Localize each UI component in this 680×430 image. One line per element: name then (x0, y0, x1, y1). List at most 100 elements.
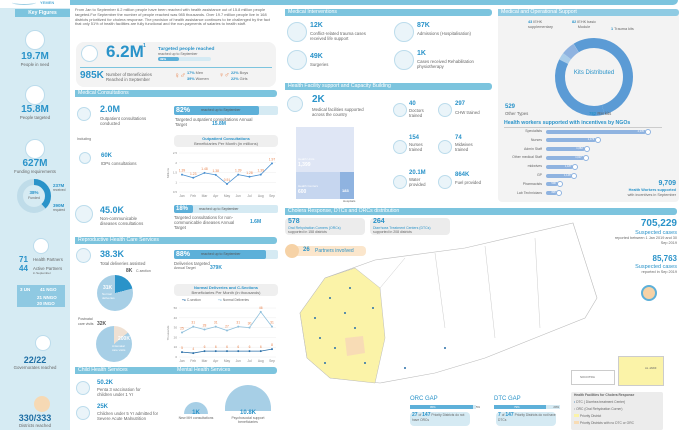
hw-bar (546, 129, 646, 134)
data-point (259, 350, 262, 353)
data-label: 27 (225, 325, 229, 329)
doctors-icon (393, 103, 407, 117)
ncd-value: 45.0K (100, 205, 125, 215)
hw-bar (546, 155, 584, 160)
opd-target: 15.8M (212, 121, 226, 127)
hw-bar (546, 147, 585, 152)
partners-total-label: Health Partners (33, 257, 63, 262)
doctors-value: 40 (409, 101, 416, 107)
health-worker-icon (645, 128, 651, 135)
health-worker-icon (583, 146, 590, 153)
admissions-label: Admissions (Hospitalisation) (417, 31, 471, 36)
sept-label: Number of Beneficiaries Reached in Septe… (106, 72, 152, 82)
partners-badge (290, 246, 366, 256)
dtc-gap-title: DTC GAP (494, 396, 521, 402)
partners-ingo: 20 INGO (37, 301, 55, 306)
partners-un: 3 UN (20, 287, 31, 292)
y-tick-label: 30 (174, 326, 178, 330)
data-label: 31 (191, 321, 195, 325)
hw-category-label: Nurses (530, 137, 542, 142)
postnatal-label: Postnatal care visits (78, 317, 94, 326)
health-worker-icon (556, 181, 563, 188)
data-label: 1.39 (179, 169, 186, 173)
partners-total: 71 (19, 255, 28, 264)
data-point (181, 173, 183, 176)
midwives-label: Midwives trained (455, 142, 473, 152)
idp-label: IDPs consultations (101, 161, 137, 166)
ncd-icon (75, 205, 93, 223)
logo (12, 0, 36, 5)
dtc-gap-bar: 79% 20% (494, 405, 560, 409)
y-tick-label: 20 (174, 335, 178, 339)
funding-label: Funding requirements (14, 169, 56, 174)
data-label: 25 (180, 327, 184, 331)
data-point (248, 175, 251, 178)
yemen-map (299, 222, 598, 384)
normal-value: 31K (103, 285, 113, 291)
rh-header: Reproductive Health Care Services (75, 237, 277, 244)
people-icon (25, 30, 45, 50)
data-point (192, 176, 195, 179)
deliveries-value: 38.3K (100, 249, 125, 259)
penta-value: 50.2K (97, 380, 114, 386)
hw-bar-value: 1,682 (576, 147, 583, 151)
data-point (181, 331, 183, 334)
hospitals-label: Hospitals (343, 199, 356, 203)
data-point (226, 329, 228, 332)
child-header: Child Health Services (75, 367, 277, 374)
legend-csection: ━● C-section (182, 298, 201, 302)
map-pin-icon (35, 335, 51, 351)
socotra-label: SOCOTRA (580, 375, 595, 379)
chw-value: 297 (455, 101, 466, 107)
orc-gap-bar: 95% 5% (410, 405, 480, 409)
cases-sep-sub: reported in Sep 2019 (641, 270, 677, 274)
idp-value: 60K (101, 153, 113, 159)
chw-icon (438, 103, 452, 117)
reached-sub: reached up to September (158, 52, 198, 56)
orc-sub: supported in 158 districts (288, 230, 327, 234)
dtc-sub: supported in 208 districts (373, 230, 412, 234)
trauma-value: 12K (310, 22, 323, 29)
x-tick-label: Apr (213, 194, 219, 198)
data-point (226, 183, 228, 186)
hw-bar (546, 173, 573, 178)
dtc-value: 264 (373, 218, 385, 225)
other-kits-label: Other Types (505, 111, 529, 116)
data-label: 6 (249, 345, 251, 349)
kits-slice (559, 53, 572, 64)
partners-active: 44 (19, 264, 28, 273)
rh-annual-label: Annual Target (174, 266, 196, 270)
hw-bar (546, 138, 597, 143)
data-point (203, 171, 206, 174)
funded-arc (17, 179, 51, 213)
sam-value: 25K (97, 404, 109, 410)
data-label: 1.38 (213, 169, 220, 173)
kits-donut (555, 38, 633, 116)
inset-label: AL JAWF (645, 366, 657, 370)
y-axis-label: Thousands (166, 325, 170, 340)
data-point (259, 173, 262, 176)
hw-category-label: GP (536, 173, 542, 177)
y-tick-label: 0 (175, 355, 177, 359)
hw-bar-value: 498 (551, 191, 556, 195)
support-header: Medical and Operational Support (498, 9, 679, 16)
water-label: Water provided (409, 177, 426, 187)
hw-bar-value: 508 (551, 182, 556, 186)
pss-label: Psychosocial support beneficiaries (231, 416, 265, 424)
y-axis-label: Millions (166, 168, 170, 179)
units-label: Health Units (298, 157, 315, 161)
data-point (271, 325, 273, 328)
received-value: 237M (53, 183, 65, 188)
magnifier-icon (641, 285, 657, 301)
fuel-label: Fuel provided (455, 180, 482, 185)
rh-chart-title: Normal Deliveries and C-Sections (193, 285, 259, 290)
csection-value: 8K (126, 268, 133, 274)
data-label: 6 (260, 345, 262, 349)
cases-sep-label: Suspected cases (635, 264, 677, 270)
centers-label: Health Centers (298, 184, 319, 188)
data-point (192, 325, 195, 328)
kits-slice (573, 38, 633, 115)
rh-chart-subtitle: Beneficiaries Per Month (in thousands) (191, 290, 261, 295)
hospital-bed-icon (394, 22, 414, 42)
partners-active-sub: in September (33, 271, 51, 275)
